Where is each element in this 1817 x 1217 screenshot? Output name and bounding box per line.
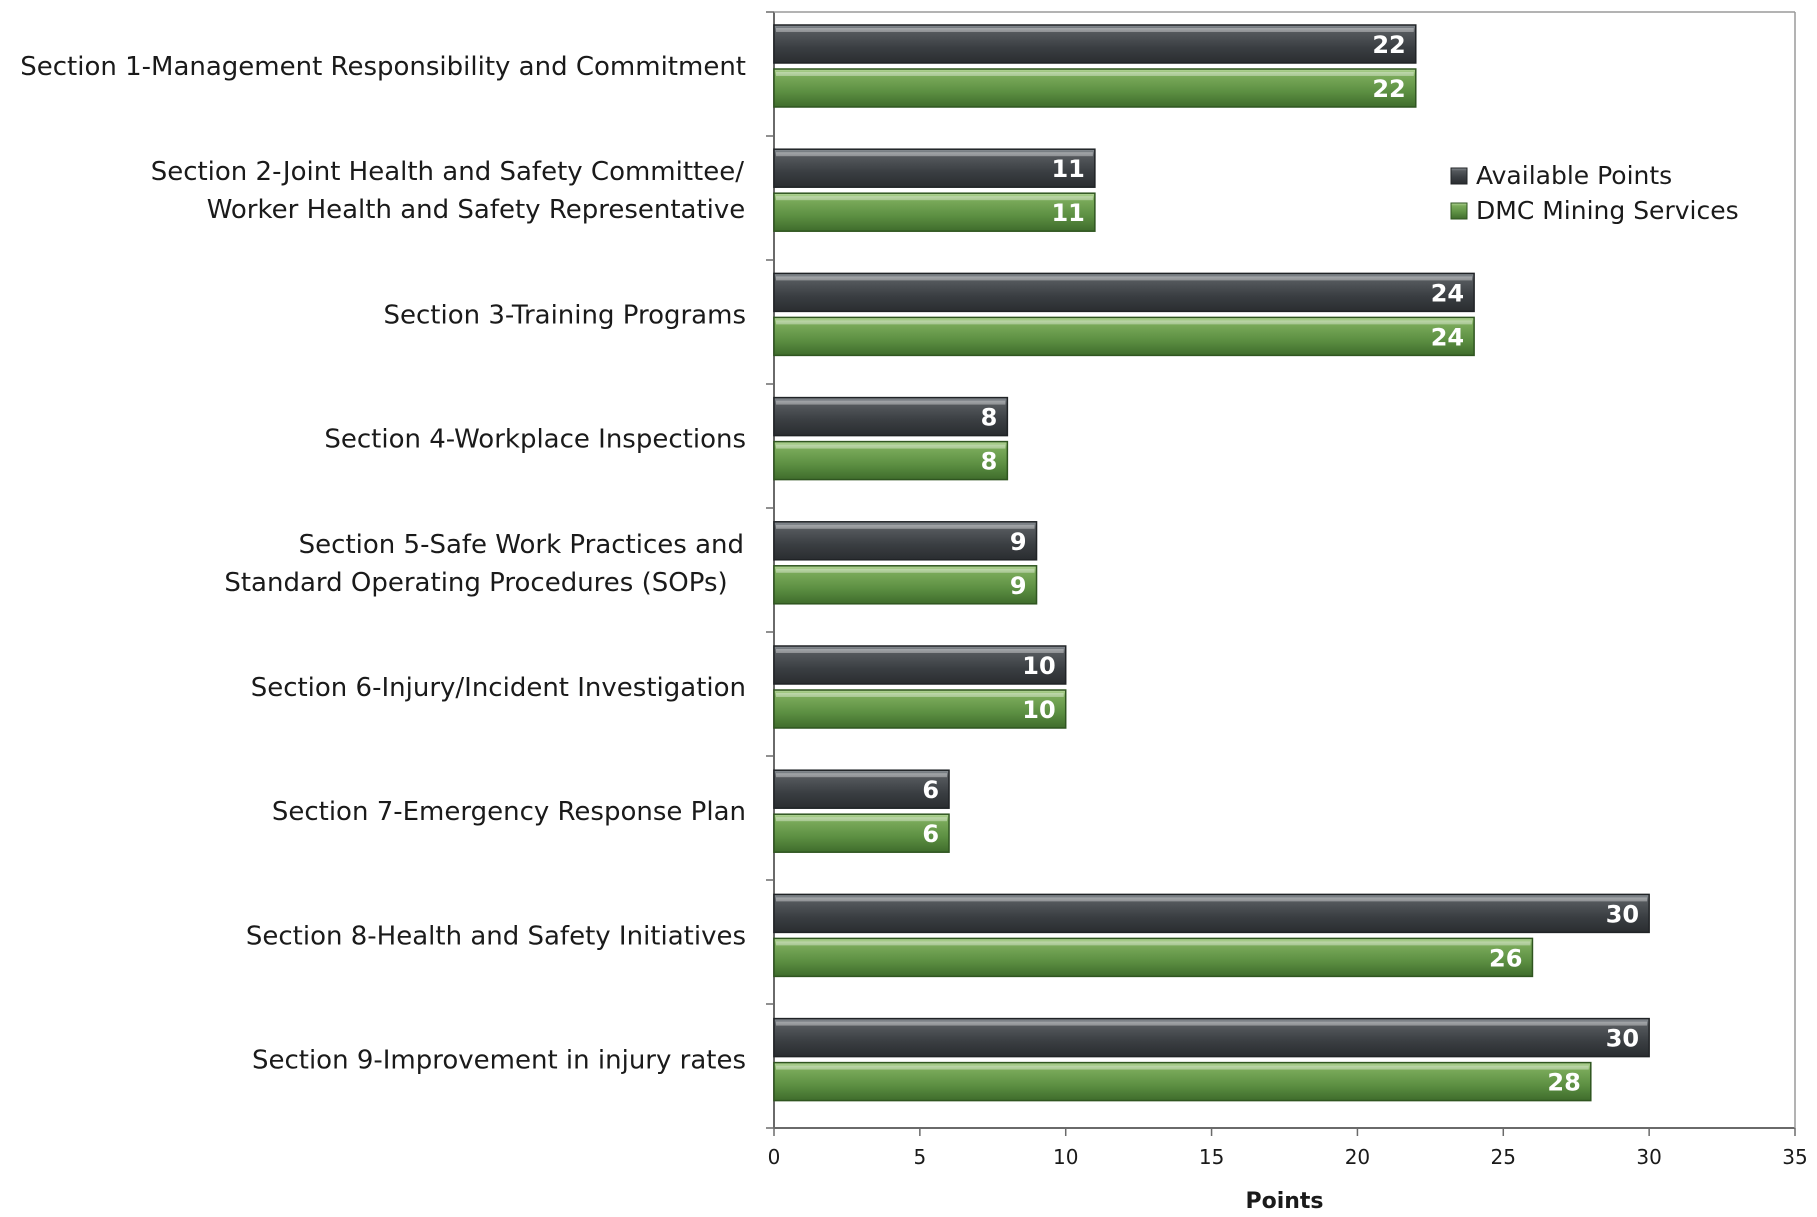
bar-dmc-mining-services-5 <box>773 565 1038 605</box>
category-label-6: Section 6-Injury/Incident Investigation <box>251 673 746 703</box>
bar-available-points-8 <box>773 893 1650 934</box>
category-label-line: Section 5-Safe Work Practices and <box>299 530 744 560</box>
bar-available-points-4 <box>773 396 1009 437</box>
category-label-3: Section 3-Training Programs <box>383 300 746 330</box>
legend-swatch-dmc-mining-services <box>1450 202 1468 220</box>
data-label-available-points-4: 8 <box>981 404 998 432</box>
data-label-dmc-mining-services-4: 8 <box>981 448 998 476</box>
data-label-dmc-mining-services-9: 28 <box>1547 1069 1580 1097</box>
bar-available-points-6 <box>773 645 1067 685</box>
bar-available-points-9 <box>773 1017 1650 1058</box>
bar-highlight <box>776 400 1006 405</box>
legend-label-dmc-mining-services: DMC Mining Services <box>1476 196 1739 225</box>
bar-highlight <box>776 276 1473 281</box>
data-label-available-points-6: 10 <box>1022 652 1055 680</box>
category-label-line: Section 7-Emergency Response Plan <box>272 797 746 827</box>
bar-dmc-mining-services-9 <box>773 1061 1592 1102</box>
category-label-line: Section 1-Management Responsibility and … <box>20 52 746 82</box>
bar-available-points-5 <box>773 521 1038 561</box>
bar-highlight <box>776 773 948 778</box>
bar-dmc-mining-services-8 <box>773 937 1534 978</box>
category-labels: Section 1-Management Responsibility and … <box>20 52 746 1076</box>
data-label-dmc-mining-services-3: 24 <box>1431 323 1464 351</box>
category-label-9: Section 9-Improvement in injury rates <box>252 1046 746 1076</box>
data-label-available-points-3: 24 <box>1431 279 1464 307</box>
x-axis: 0 5 10 15 20 25 30 35 <box>768 1128 1808 1169</box>
data-label-available-points-2: 11 <box>1051 155 1084 183</box>
bar-highlight <box>776 568 1035 573</box>
bar-dmc-mining-services-6 <box>773 689 1067 729</box>
category-label-line: Standard Operating Procedures (SOPs) <box>224 568 727 598</box>
data-label-dmc-mining-services-5: 9 <box>1010 572 1027 600</box>
category-label-line: Section 6-Injury/Incident Investigation <box>251 673 746 703</box>
bar-highlight <box>776 941 1531 946</box>
data-label-available-points-1: 22 <box>1372 31 1405 59</box>
legend: Available Points DMC Mining Services <box>1450 161 1739 225</box>
bar-highlight <box>776 444 1006 449</box>
data-label-dmc-mining-services-7: 6 <box>922 820 939 848</box>
legend-swatch-available-points <box>1450 167 1468 185</box>
category-label-line: Section 3-Training Programs <box>383 300 746 330</box>
x-tick-label-20: 20 <box>1345 1145 1370 1169</box>
bar-highlight <box>776 320 1473 325</box>
category-label-7: Section 7-Emergency Response Plan <box>272 797 746 827</box>
bar-dmc-mining-services-4 <box>773 440 1009 481</box>
data-label-available-points-5: 9 <box>1010 528 1027 556</box>
x-tick-label-35: 35 <box>1782 1145 1807 1169</box>
bar-highlight <box>776 152 1093 157</box>
bar-highlight <box>776 28 1414 32</box>
bar-highlight <box>776 524 1035 529</box>
category-label-1: Section 1-Management Responsibility and … <box>20 52 746 82</box>
category-label-line: Section 4-Workplace Inspections <box>324 425 746 455</box>
bar-dmc-mining-services-3 <box>773 316 1475 357</box>
bar-highlight <box>776 897 1648 902</box>
x-tick-label-30: 30 <box>1636 1145 1661 1169</box>
data-label-available-points-8: 30 <box>1606 900 1639 928</box>
bars: 22 22 11 11 24 24 8 8 9 9 10 10 6 6 30 26 30 28 <box>773 24 1650 1102</box>
bar-dmc-mining-services-7 <box>773 813 950 853</box>
data-label-available-points-9: 30 <box>1606 1025 1639 1053</box>
bar-available-points-3 <box>773 272 1475 313</box>
data-label-dmc-mining-services-8: 26 <box>1489 944 1522 972</box>
data-label-dmc-mining-services-6: 10 <box>1022 696 1055 724</box>
category-label-2: Section 2-Joint Health and Safety Commit… <box>151 157 746 225</box>
legend-label-available-points: Available Points <box>1476 161 1672 190</box>
bar-highlight <box>776 817 948 822</box>
bar-highlight <box>776 649 1064 653</box>
x-tick-label-25: 25 <box>1491 1145 1516 1169</box>
bar-dmc-mining-services-1 <box>773 68 1417 108</box>
category-label-line: Worker Health and Safety Representative <box>207 195 746 225</box>
category-label-line: Section 8-Health and Safety Initiatives <box>246 921 746 951</box>
bar-highlight <box>776 1065 1589 1070</box>
x-tick-label-5: 5 <box>913 1145 926 1169</box>
data-label-dmc-mining-services-1: 22 <box>1372 75 1405 103</box>
category-label-line: Section 9-Improvement in injury rates <box>252 1046 746 1076</box>
legend-item-available-points: Available Points <box>1450 161 1672 190</box>
category-label-line: Section 2-Joint Health and Safety Commit… <box>151 157 745 187</box>
bar-highlight <box>776 693 1064 697</box>
x-tick-label-0: 0 <box>768 1145 781 1169</box>
bar-highlight <box>776 196 1093 201</box>
category-label-4: Section 4-Workplace Inspections <box>324 425 746 455</box>
bar-highlight <box>776 1021 1648 1026</box>
category-label-8: Section 8-Health and Safety Initiatives <box>246 921 746 951</box>
x-tick-label-10: 10 <box>1053 1145 1078 1169</box>
bar-available-points-2 <box>773 148 1096 188</box>
bar-available-points-7 <box>773 769 950 809</box>
category-label-5: Section 5-Safe Work Practices and Standar… <box>224 530 744 598</box>
bar-available-points-1 <box>773 24 1417 64</box>
data-label-dmc-mining-services-2: 11 <box>1051 199 1084 227</box>
bar-highlight <box>776 72 1414 76</box>
data-label-available-points-7: 6 <box>922 776 939 804</box>
legend-item-dmc-mining-services: DMC Mining Services <box>1450 196 1739 225</box>
x-tick-label-15: 15 <box>1199 1145 1224 1169</box>
bar-dmc-mining-services-2 <box>773 192 1096 232</box>
x-axis-title: Points <box>1245 1189 1323 1214</box>
